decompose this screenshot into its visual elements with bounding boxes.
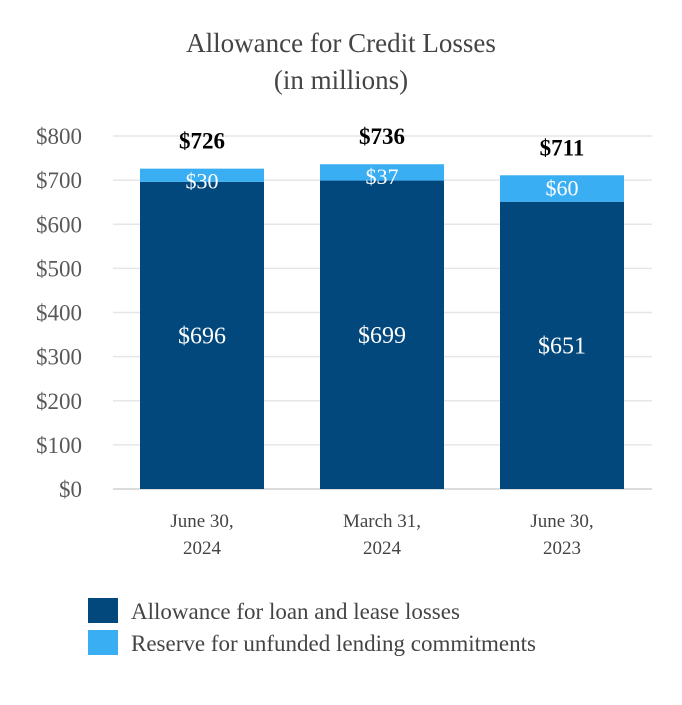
y-tick-label: $400 xyxy=(36,301,82,326)
data-label: $696 xyxy=(178,323,226,349)
chart-subtitle: (in millions) xyxy=(274,65,408,95)
y-tick-label: $600 xyxy=(36,212,82,237)
data-label: $651 xyxy=(538,333,586,359)
y-tick-label: $700 xyxy=(36,168,82,193)
y-tick-label: $800 xyxy=(36,124,82,149)
y-tick-label: $200 xyxy=(36,389,82,414)
chart-title: Allowance for Credit Losses xyxy=(186,28,496,58)
data-label: $30 xyxy=(186,169,219,194)
legend-swatch xyxy=(88,598,118,623)
y-tick-label: $500 xyxy=(36,256,82,281)
bar-segment xyxy=(500,201,624,489)
data-label: $60 xyxy=(546,175,579,200)
y-tick-label: $300 xyxy=(36,345,82,370)
y-tick-label: $100 xyxy=(36,433,82,458)
legend-swatch xyxy=(88,630,118,655)
bar-segment xyxy=(320,180,444,489)
x-tick-label: June 30, xyxy=(530,511,593,532)
total-label: $736 xyxy=(359,124,405,149)
bar-segment xyxy=(320,164,444,181)
bar-segment xyxy=(140,181,264,489)
bar-segment xyxy=(140,168,264,182)
legend-label: Allowance for loan and lease losses xyxy=(131,599,460,624)
x-tick-label: 2024 xyxy=(363,538,402,559)
total-label: $711 xyxy=(540,135,585,160)
legend-label: Reserve for unfunded lending commitments xyxy=(131,631,536,656)
x-tick-label: 2024 xyxy=(183,538,222,559)
total-label: $726 xyxy=(179,129,225,154)
data-label: $699 xyxy=(358,323,406,349)
data-label: $37 xyxy=(366,164,399,189)
x-tick-label: 2023 xyxy=(543,538,581,559)
x-tick-label: March 31, xyxy=(343,511,421,532)
x-tick-label: June 30, xyxy=(170,511,233,532)
bar-segment xyxy=(500,175,624,202)
y-tick-label: $0 xyxy=(59,477,82,502)
